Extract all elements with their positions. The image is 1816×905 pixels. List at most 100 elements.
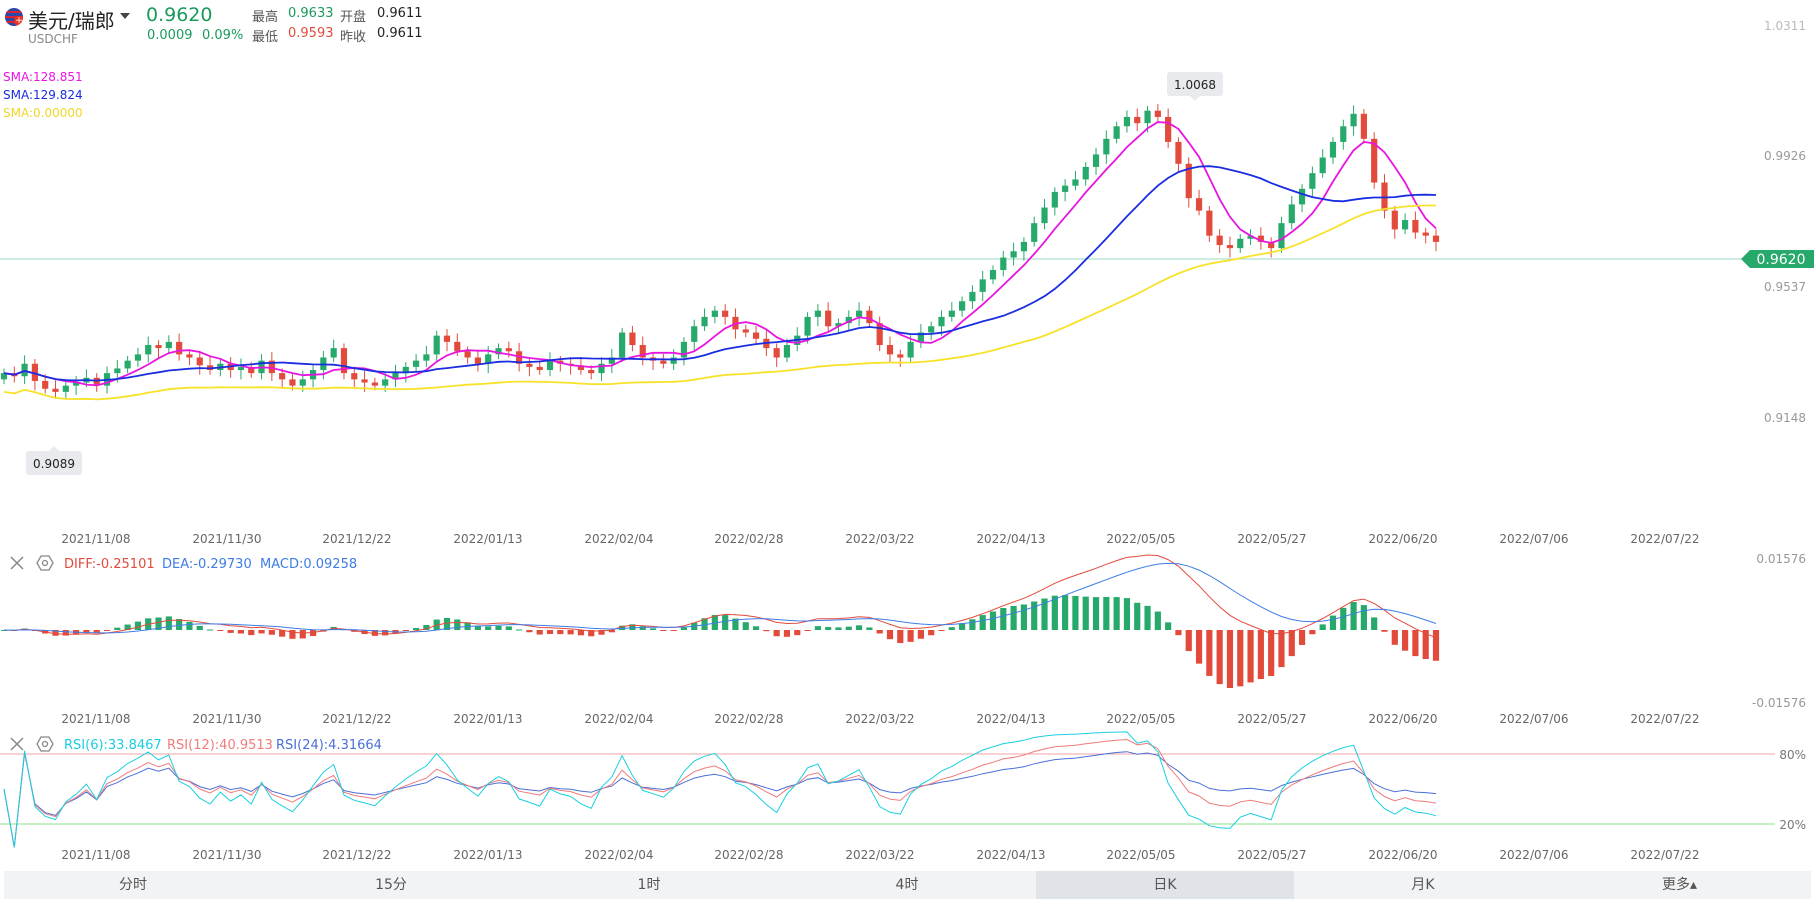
candle (969, 285, 976, 310)
macd-bar (959, 623, 966, 630)
sma-legend-2: SMA:129.824 (3, 88, 83, 102)
candle (1350, 105, 1357, 136)
tab-monthly[interactable]: 月K (1411, 877, 1435, 893)
x-axis-label: 2022/05/27 (1237, 532, 1306, 546)
candle (1237, 234, 1244, 253)
macd-bar (1041, 598, 1048, 630)
macd-bar (474, 625, 481, 630)
candle (1123, 110, 1131, 133)
macd-bar (876, 630, 883, 634)
candle (433, 330, 440, 363)
macd-bar (794, 630, 801, 636)
macd-bar (268, 630, 275, 635)
min-marker-text: 0.9089 (33, 457, 75, 471)
macd-bar (619, 625, 626, 630)
candle (165, 335, 172, 353)
candle (1257, 227, 1264, 250)
rsi-80-label: 80% (1779, 748, 1806, 762)
candle (1216, 229, 1223, 253)
x-axis-label: 2022/02/04 (584, 712, 653, 726)
x-axis-label: 2021/11/30 (192, 848, 261, 862)
macd-bar (299, 630, 306, 639)
candle (1371, 132, 1378, 189)
macd-legend: MACD:0.09258 (260, 557, 357, 572)
chevron-down-icon[interactable] (120, 13, 130, 19)
macd-bar (495, 625, 502, 630)
candle (1195, 189, 1203, 216)
open-value: 0.9611 (377, 6, 423, 21)
x-axis-label: 2022/05/27 (1237, 712, 1306, 726)
candle (948, 302, 955, 322)
candle (412, 354, 420, 372)
macd-bar (258, 630, 265, 634)
tab-minute[interactable]: 分时 (119, 877, 147, 893)
candle (1010, 242, 1017, 266)
macd-bar (1010, 606, 1017, 630)
rsi24-line (3, 751, 1437, 848)
candle (989, 265, 997, 285)
macd-bar (969, 619, 976, 630)
candle (1092, 147, 1100, 175)
macd-bar (1092, 597, 1100, 630)
x-axis-label: 2022/07/06 (1499, 712, 1568, 726)
macd-bar (93, 630, 100, 633)
candle (1278, 216, 1285, 253)
macd-bar (979, 615, 986, 630)
candle (1247, 229, 1254, 246)
macd-bar (196, 625, 203, 630)
price-tick-1: 0.9926 (1764, 149, 1806, 163)
x-axis-label: 2021/11/08 (61, 712, 130, 726)
macd-bar (1175, 630, 1182, 636)
x-axis-label: 2022/04/13 (976, 712, 1045, 726)
candle (1268, 237, 1275, 258)
macd-bar (1350, 602, 1357, 630)
x-axis-label: 2022/03/22 (845, 712, 914, 726)
candle (680, 337, 688, 366)
tab-more[interactable]: 更多▴ (1661, 877, 1698, 893)
macd-close-icon (10, 556, 24, 570)
dea-line (3, 562, 1437, 634)
x-axis-label: 2021/11/30 (192, 712, 261, 726)
instrument-name[interactable]: 美元/瑞郎 (28, 9, 115, 33)
prev-close-label: 昨收 (340, 30, 367, 45)
x-axis-label: 2022/05/05 (1106, 848, 1175, 862)
macd-bar (237, 630, 245, 634)
macd-bar (866, 627, 873, 630)
period-tabs: 分时 15分 1时 4时 日K 月K 更多▴ (4, 871, 1811, 899)
x-axis-label: 2021/12/22 (322, 532, 391, 546)
macd-bar (1391, 630, 1398, 645)
macd-bar (124, 624, 131, 630)
x-axis-label: 2021/12/22 (322, 712, 391, 726)
tab-15min[interactable]: 15分 (375, 877, 407, 893)
x-axis-rsi: 2021/11/08 2021/11/30 2021/12/22 2022/01/13… (61, 848, 1699, 862)
tab-daily[interactable]: 日K (1036, 871, 1294, 899)
x-axis-label: 2022/03/22 (845, 848, 914, 862)
x-axis-macd: 2021/11/08 2021/11/30 2021/12/22 2022/01/13… (61, 712, 1699, 726)
macd-bar (536, 630, 543, 635)
candle (1288, 195, 1295, 230)
macd-bar (1237, 630, 1244, 687)
candle (979, 270, 986, 302)
macd-bar (1288, 630, 1295, 657)
x-axis-label: 2021/12/22 (322, 848, 391, 862)
candle (691, 319, 698, 352)
candle (1309, 166, 1316, 199)
macd-bar (1062, 595, 1069, 630)
macd-bar (52, 630, 59, 636)
candle (1031, 216, 1038, 247)
candle (73, 375, 80, 396)
tab-4hour[interactable]: 4时 (895, 877, 919, 893)
candlestick-chart[interactable]: 2021/11/08 2021/11/30 2021/12/22 2022/01/13… (0, 0, 1816, 870)
macd-bar (114, 627, 121, 630)
macd-histogram (0, 595, 1440, 688)
last-price: 0.9620 (146, 4, 213, 26)
price-tick-3: 0.9148 (1764, 411, 1806, 425)
macd-bar (1268, 630, 1275, 677)
macd-bar (557, 630, 564, 635)
macd-bar (567, 630, 574, 635)
macd-bar (649, 628, 657, 630)
candle (1072, 170, 1079, 191)
x-axis-label: 2022/07/06 (1499, 848, 1568, 862)
tab-1hour[interactable]: 1时 (637, 877, 661, 893)
candle (1082, 162, 1089, 186)
